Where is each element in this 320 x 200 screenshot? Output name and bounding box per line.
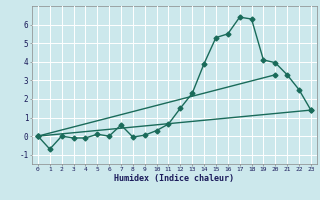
X-axis label: Humidex (Indice chaleur): Humidex (Indice chaleur) (115, 174, 234, 183)
